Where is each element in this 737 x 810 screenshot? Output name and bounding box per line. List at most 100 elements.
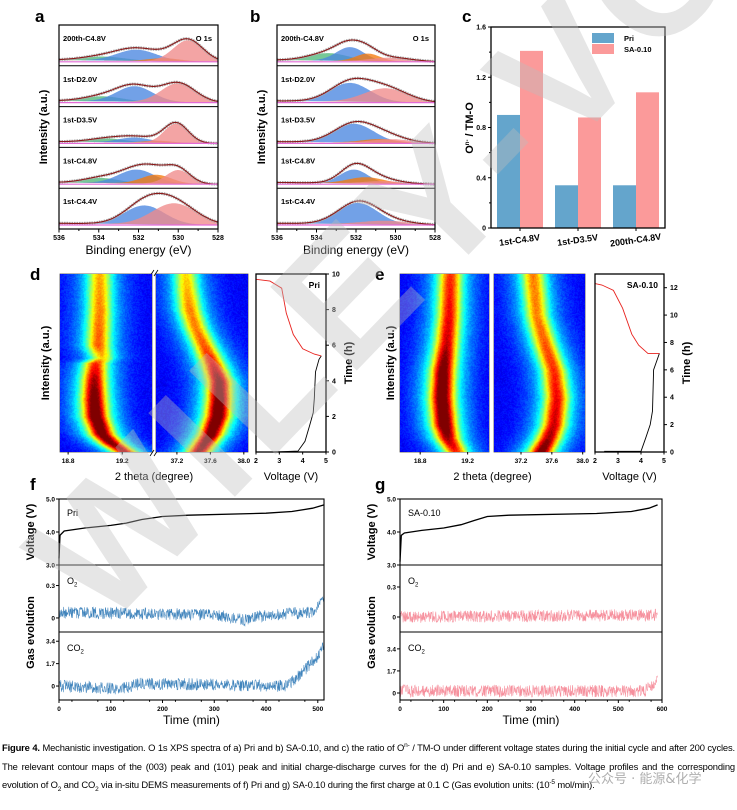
- x-tick-label: 200th-C4.8V: [609, 231, 661, 248]
- spectrum-label: 1st-D3.5V: [63, 116, 97, 125]
- x-tick-label: 38.0: [576, 458, 589, 465]
- y-tick-label: 0.8: [476, 125, 486, 132]
- y-tick-label: 3.4: [387, 646, 396, 653]
- caption-label: Figure 4.: [2, 742, 40, 753]
- x-tick-label: 19.2: [461, 458, 474, 465]
- x-tick-label: 2: [254, 458, 258, 465]
- y-axis-label: Intensity (a.u.): [256, 89, 268, 164]
- y-tick-label: 8: [332, 307, 336, 314]
- xps-component-peak: [59, 203, 218, 225]
- x-axis-label: Voltage (V): [602, 471, 656, 483]
- spectrum-label: 1st-D2.0V: [281, 75, 315, 84]
- xps-component-peak: [59, 83, 218, 103]
- y-tick-label: 1.7: [387, 668, 396, 675]
- x-tick-label: 528: [429, 235, 441, 242]
- xps-fit-envelope: [59, 81, 219, 102]
- x-tick-label: 534: [93, 235, 105, 242]
- x-tick-label: 100: [438, 706, 449, 713]
- x-tick-label: 18.8: [414, 458, 427, 465]
- voltage-curve: [399, 504, 658, 562]
- y-tick-label: 4.0: [387, 530, 396, 537]
- gas-evolution-curve: [58, 642, 325, 695]
- x-axis-label: Time (min): [163, 713, 220, 727]
- xps-component-peak: [277, 82, 435, 103]
- plot-frame: [594, 273, 665, 453]
- caption-sup: n-: [404, 741, 410, 749]
- spectrum-label: 200th-C4.8V: [281, 34, 324, 43]
- y-tick-label: 1.6: [476, 25, 486, 32]
- xps-spectrum: [59, 37, 219, 63]
- y-tick-label: 5.0: [387, 497, 396, 504]
- x-tick-label: 4: [301, 458, 305, 465]
- caption-sup: -5: [549, 779, 555, 787]
- y-tick-label: 5.0: [46, 497, 55, 504]
- xps-component-peak: [59, 170, 218, 185]
- x-tick-label: 500: [312, 706, 323, 713]
- xps-annotation: O 1s: [196, 34, 212, 43]
- x-tick-label: 0: [57, 706, 61, 713]
- x-axis-label: 2 theta (degree): [453, 471, 531, 483]
- y-tick-label: 3.0: [387, 563, 396, 570]
- xps-fit-envelope: [58, 192, 219, 224]
- x-tick-label: 4: [639, 458, 643, 465]
- xps-spectrum: [59, 120, 219, 145]
- caption-text: via in-situ DEMS measurements of f) Pri …: [98, 779, 550, 791]
- xps-component-peak: [59, 205, 218, 225]
- y-tick-label: 0: [392, 690, 396, 697]
- xps-fit-envelope: [276, 200, 436, 226]
- y-axis-label: Time (h): [681, 341, 693, 384]
- spectrum-label: 1st-C4.8V: [281, 156, 315, 165]
- legend-swatch: [592, 33, 614, 43]
- gas-evolution-curve: [399, 675, 658, 698]
- xps-component-peak: [277, 123, 435, 144]
- x-tick-label: 18.8: [62, 458, 75, 465]
- xps-component-peak: [59, 49, 218, 62]
- xps-component-peak: [277, 47, 435, 62]
- x-tick-label: 5: [324, 458, 328, 465]
- gas-label: CO2: [408, 643, 426, 656]
- y-tick-label: 0.3: [46, 583, 55, 590]
- x-tick-label: 536: [271, 235, 283, 242]
- xps-annotation: O 1s: [413, 34, 429, 43]
- xps-component-peak: [59, 123, 218, 144]
- y-tick-label: 1.7: [46, 661, 55, 668]
- y-tick-label: 0: [51, 615, 55, 622]
- y-tick-label: 3.4: [46, 639, 55, 646]
- bar-pri: [555, 185, 578, 228]
- xps-component-peak: [277, 220, 435, 225]
- xps-component-peak: [277, 139, 435, 144]
- charge-curve: [604, 353, 660, 452]
- x-tick-label: 500: [613, 706, 624, 713]
- xps-spectrum: [276, 199, 436, 227]
- spectrum-label: 1st-C4.4V: [281, 197, 315, 206]
- y-tick-label: 4.0: [46, 530, 55, 537]
- y-axis-label: Time (h): [343, 341, 355, 384]
- xps-fit-envelope: [277, 39, 436, 63]
- sample-label: SA-0.10: [408, 508, 441, 518]
- x-tick-label: 200: [482, 706, 493, 713]
- y-tick-label: 12: [670, 285, 678, 292]
- x-tick-label: 38.0: [237, 458, 250, 465]
- gas-evolution-curve: [399, 608, 658, 623]
- xps-component-peak: [277, 169, 435, 185]
- y-axis-label: Intensity (a.u.): [38, 89, 50, 164]
- gas-label: O2: [67, 576, 78, 589]
- discharge-curve: [594, 283, 660, 354]
- xps-component-peak: [59, 137, 218, 144]
- xps-component-peak: [277, 181, 435, 185]
- x-tick-label: 400: [569, 706, 580, 713]
- y-axis-label: Gas evolution: [366, 596, 378, 669]
- caption-text: and CO: [61, 779, 96, 791]
- xps-component-peak: [277, 53, 435, 62]
- spectrum-label: 1st-D2.0V: [63, 75, 97, 84]
- xps-spectrum: [277, 38, 436, 63]
- figure-caption: Figure 4. Mechanistic investigation. O 1…: [2, 739, 735, 795]
- bar-pri: [613, 185, 636, 228]
- x-tick-label: 530: [390, 235, 402, 242]
- xps-fit-envelope: [59, 163, 218, 185]
- xps-fit-envelope: [276, 162, 435, 185]
- xps-fit-envelope: [277, 77, 436, 103]
- gas-label: O2: [408, 576, 419, 589]
- panel-label-e: e: [375, 265, 384, 284]
- sample-label: SA-0.10: [627, 280, 658, 290]
